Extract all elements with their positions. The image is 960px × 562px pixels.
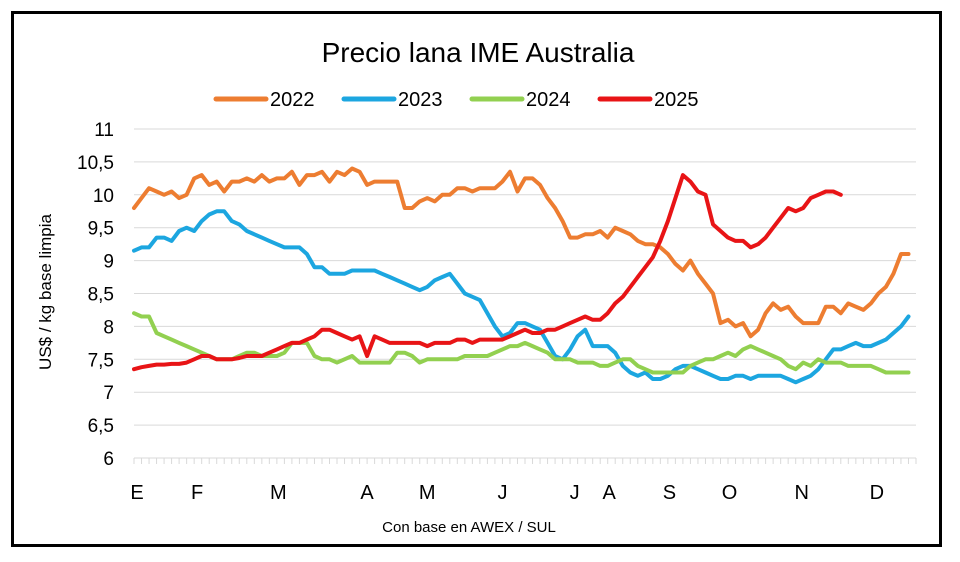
series-line-2022 [132, 166, 911, 339]
x-tick-label: F [191, 482, 203, 504]
legend-label-2025: 2025 [654, 89, 699, 111]
y-axis-ticks: 6 6,5 7 7,5 8 8,5 9 9,5 10 10,5 11 [77, 120, 114, 470]
y-tick-label: 10,5 [77, 153, 114, 174]
gridlines [134, 128, 916, 459]
x-tick-label: A [603, 482, 617, 504]
x-tick-label: D [870, 482, 884, 504]
series-line-2025 [132, 173, 843, 372]
chart-title: Precio lana IME Australia [322, 37, 635, 68]
y-tick-label: 6 [103, 449, 114, 470]
legend-label-2023: 2023 [398, 89, 443, 111]
x-tick-label: A [360, 482, 374, 504]
x-tick-label: M [419, 482, 436, 504]
x-tick-label: J [497, 482, 507, 504]
series-lines [132, 166, 911, 385]
chart-legend: 2022 2023 2024 2025 [213, 89, 699, 111]
y-tick-label: 10 [93, 186, 114, 207]
y-tick-label: 9 [103, 252, 114, 273]
y-tick-label: 8,5 [88, 285, 114, 306]
legend-label-2024: 2024 [526, 89, 571, 111]
x-tick-label: O [722, 482, 738, 504]
x-axis-label: Con base en AWEX / SUL [382, 519, 556, 536]
x-tick-label: S [663, 482, 676, 504]
x-tick-label: M [270, 482, 287, 504]
x-tick-label: N [794, 482, 808, 504]
y-tick-label: 11 [94, 120, 114, 141]
y-tick-label: 6,5 [88, 416, 114, 437]
y-tick-label: 7,5 [88, 350, 114, 371]
y-tick-label: 9,5 [88, 219, 114, 240]
y-tick-label: 8 [103, 317, 114, 338]
y-tick-label: 7 [103, 383, 114, 404]
x-tick-label: J [570, 482, 580, 504]
y-axis-label: US$ / kg base limpia [36, 214, 55, 370]
x-tick-label: E [130, 482, 143, 504]
legend-label-2022: 2022 [270, 89, 315, 111]
series-line-2023 [132, 209, 911, 385]
